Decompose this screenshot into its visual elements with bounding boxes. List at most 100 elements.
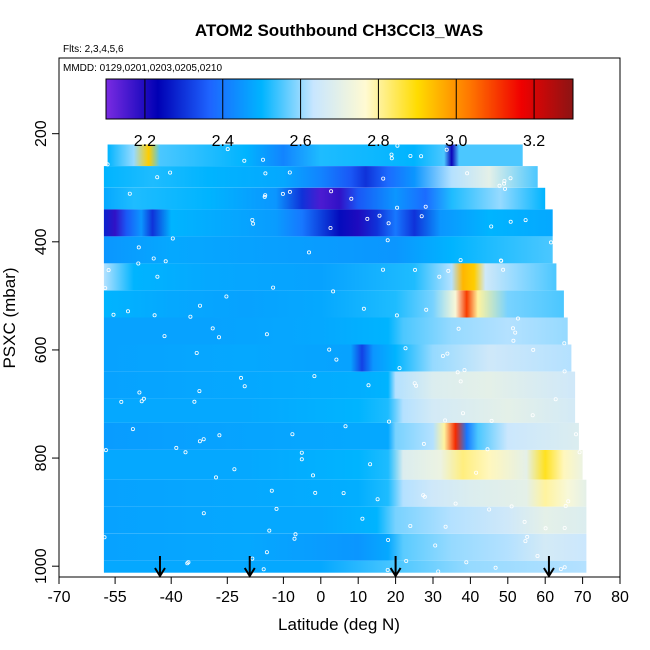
sample-marker (375, 497, 380, 502)
sample-marker (380, 267, 385, 272)
sample-marker (408, 524, 413, 529)
x-tick-label: 10 (349, 589, 367, 606)
sample-marker (523, 218, 528, 223)
sample-marker (404, 559, 409, 564)
sample-marker (501, 267, 506, 272)
sample-marker (126, 309, 131, 314)
sample-marker (155, 175, 160, 180)
sample-marker (341, 491, 346, 496)
sample-marker (389, 152, 394, 157)
plot-frame (58, 57, 621, 578)
colorbar-gradient (105, 78, 574, 120)
heatmap-layer (107, 144, 523, 167)
sample-marker (151, 256, 156, 261)
sample-marker (271, 285, 276, 290)
heatmap-layer (103, 533, 587, 561)
sample-marker (111, 312, 116, 317)
sample-marker (263, 193, 268, 198)
x-tick-label: 50 (499, 589, 517, 606)
sample-marker (377, 213, 382, 218)
sample-marker (136, 261, 141, 266)
sample-marker (170, 236, 175, 241)
sample-marker (327, 347, 332, 352)
sample-marker (397, 366, 402, 371)
x-tick-label: -70 (47, 589, 70, 606)
profile-arrow (389, 556, 402, 578)
x-tick-label: 60 (536, 589, 554, 606)
sample-marker (213, 475, 218, 480)
heatmap-layer (103, 290, 564, 318)
heatmap-layer (103, 166, 538, 188)
sample-marker (440, 353, 445, 358)
sample-marker (312, 374, 317, 379)
profile-arrow (154, 556, 166, 578)
sample-marker (419, 214, 424, 219)
sample-marker (262, 194, 267, 199)
sample-marker (424, 307, 429, 312)
sample-marker (139, 399, 144, 404)
sample-marker (313, 490, 318, 495)
x-tick-label: 80 (611, 589, 629, 606)
sample-marker (509, 504, 514, 509)
sample-marker (136, 245, 141, 250)
sample-marker (186, 560, 191, 565)
heatmap-layer (103, 398, 576, 423)
sample-marker (174, 445, 179, 450)
sample-marker (497, 183, 502, 188)
x-tick-label: 30 (424, 589, 442, 606)
sample-marker (329, 189, 334, 194)
y-tick-label: 400 (33, 228, 50, 255)
sample-marker (201, 511, 206, 516)
sample-marker (343, 424, 348, 429)
colorbar-tick-label: 2.4 (212, 133, 234, 150)
heatmap-layer (103, 560, 587, 573)
sample-marker (216, 335, 221, 340)
sample-marker (242, 384, 247, 389)
sample-marker (523, 539, 528, 544)
sample-marker (280, 191, 285, 196)
sample-marker (493, 565, 498, 570)
y-axis: 200 400 600 800 1000 (33, 120, 59, 584)
profile-arrows (154, 556, 555, 578)
heatmap-layers (103, 144, 587, 573)
sample-marker (513, 330, 518, 335)
sample-markers (102, 143, 582, 574)
sample-marker (269, 488, 274, 493)
sample-marker (274, 506, 279, 511)
sample-marker (287, 189, 292, 194)
sample-marker (502, 178, 507, 183)
colorbar-tick-label: 2.2 (134, 133, 156, 150)
sample-marker (543, 526, 548, 531)
sample-marker (446, 268, 451, 273)
sample-marker (361, 306, 366, 311)
sample-marker (465, 171, 470, 176)
sample-marker (385, 238, 390, 243)
sample-marker (395, 143, 400, 148)
sample-marker (102, 535, 107, 540)
sample-marker (310, 473, 315, 478)
sample-marker (162, 334, 167, 339)
sample-marker (489, 224, 494, 229)
heatmap-layer (103, 236, 553, 264)
sample-marker (306, 250, 311, 255)
sample-marker (453, 501, 458, 506)
sample-marker (188, 314, 193, 319)
sample-marker (530, 413, 535, 418)
heatmap-layer (103, 506, 587, 534)
heatmap-layer (103, 344, 572, 372)
dates-note: MMDD: 0129,0201,0203,0205,0210 (63, 63, 222, 74)
sample-marker (386, 538, 391, 543)
sample-marker (502, 186, 507, 191)
sample-marker (365, 216, 370, 221)
sample-marker (394, 313, 399, 318)
colorbar-tick-label: 2.6 (289, 133, 311, 150)
sample-marker (412, 267, 417, 272)
x-tick-label: 0 (316, 589, 325, 606)
sample-marker (516, 316, 521, 321)
sample-marker (141, 396, 146, 401)
sample-marker (485, 447, 490, 452)
sample-marker (553, 397, 558, 402)
sample-marker (232, 467, 237, 472)
sample-marker (287, 170, 292, 175)
